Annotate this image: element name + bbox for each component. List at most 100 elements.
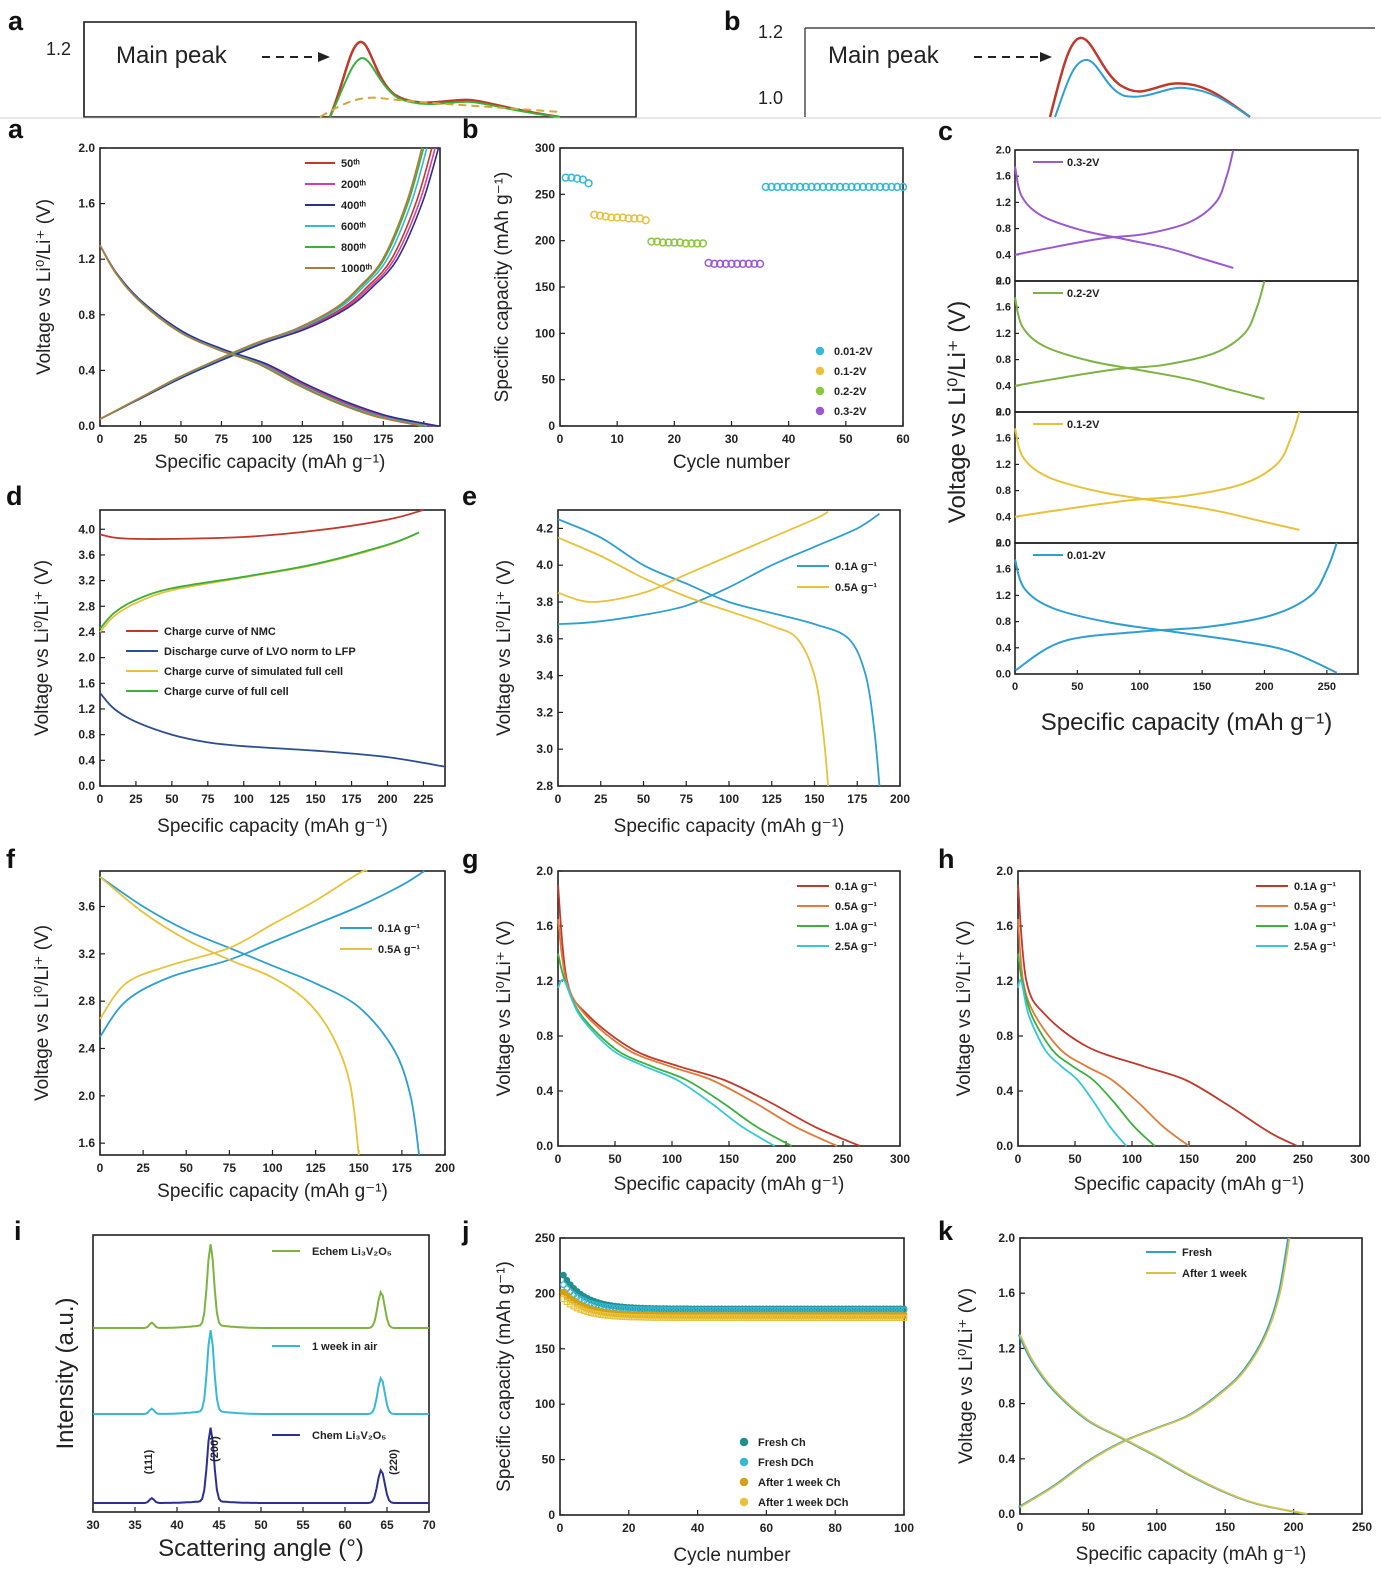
x-tick-label-a: 150	[333, 432, 353, 446]
y-tick-label-c: 2.0	[996, 145, 1011, 157]
top-strip-frame-a	[83, 21, 637, 118]
x-tick-label-j: 0	[557, 1521, 564, 1535]
data-point-0.01-2V	[893, 182, 902, 192]
data-point-After 1 week DCh	[663, 1314, 670, 1321]
legend-label: Echem Li₃V₂O₅	[312, 1246, 392, 1258]
legend-label: 50ᵗʰ	[341, 158, 360, 170]
y-tick-label-d: 3.6	[78, 548, 95, 562]
data-point-0.01-2V	[567, 173, 576, 182]
legend-marker-3	[815, 406, 825, 416]
data-point-After 1 week DCh	[732, 1314, 739, 1321]
y-axis-label-a: Voltage vs Li⁰/Li⁺ (V)	[34, 199, 55, 375]
top-strip-tick-b-mid: 1.0	[758, 88, 783, 108]
x-tick-label-i: 40	[170, 1518, 184, 1532]
data-point-After 1 week DCh	[866, 1314, 873, 1321]
y-tick-label-e: 3.0	[536, 742, 553, 756]
data-point-0.1-2V	[590, 210, 599, 219]
discharge-curve-After 1 week	[1019, 1334, 1308, 1515]
y-tick-label-c: 0.0	[996, 669, 1011, 681]
discharge-curve-0.5A g⁻¹	[1017, 919, 1190, 1147]
y-axis-label-e: Voltage vs Li⁰/Li⁺ (V)	[494, 560, 515, 736]
x-tick-label-i: 70	[422, 1518, 436, 1532]
x-tick-label-d: 50	[165, 792, 179, 806]
x-tick-label-f: 100	[262, 1161, 282, 1175]
data-point-After 1 week DCh	[745, 1314, 753, 1321]
data-point-After 1 week DCh	[880, 1314, 887, 1321]
x-tick-label-a: 100	[252, 432, 272, 446]
y-tick-label-e: 2.8	[536, 779, 553, 793]
plot-frame-d	[99, 509, 446, 787]
data-point-0.01-2V	[784, 182, 793, 192]
x-tick-label-d: 125	[270, 792, 290, 806]
x-tick-label-g: 150	[719, 1152, 739, 1166]
x-tick-label-j: 20	[622, 1521, 636, 1535]
panel-h: 0 50 100 150 200 250 300 0.0 0.4 0.8 1.2 1.6 2.0 Spec…	[938, 844, 1370, 1195]
data-point-After 1 week DCh	[573, 1304, 581, 1312]
data-point-0.1-2V	[618, 213, 628, 222]
x-tick-label-c: 50	[1071, 681, 1083, 693]
data-point-After 1 week DCh	[766, 1314, 774, 1321]
y-tick-label-j: 0	[548, 1508, 555, 1522]
panel-tag-k: k	[938, 1216, 954, 1246]
pattern-Echem Li₃V₂O₅	[93, 1244, 429, 1329]
discharge-curve-0.5A g⁻¹	[99, 876, 360, 1156]
y-tick-label-h: 1.6	[996, 919, 1013, 933]
legend-label: 0.1A g⁻¹	[835, 561, 877, 573]
x-tick-label-d: 225	[413, 792, 433, 806]
x-tick-label-f: 150	[349, 1161, 369, 1175]
data-point-After 1 week DCh	[611, 1313, 619, 1320]
x-tick-label-i: 65	[380, 1518, 394, 1532]
x-tick-label-c: 100	[1131, 681, 1149, 693]
legend-label: Fresh DCh	[758, 1457, 814, 1469]
discharge-curve-0.3-2V	[1014, 166, 1234, 269]
panel-b: 0 10 20 30 40 50 60 0 50 100 150 200 250 300 Cycle num…	[462, 114, 910, 473]
data-point-After 1 week DCh	[859, 1314, 866, 1321]
y-tick-label-e: 3.8	[536, 595, 553, 609]
data-point-After 1 week DCh	[742, 1314, 749, 1321]
y-tick-label-h: 0.4	[996, 1084, 1013, 1098]
y-tick-label-e: 3.4	[536, 669, 553, 683]
y-axis-label-b: Specific capacity (mAh g⁻¹)	[492, 172, 513, 403]
y-tick-label-c: 0.8	[996, 616, 1011, 628]
charge-curve-50ᵗʰ	[99, 147, 433, 420]
y-tick-label-c: 0.8	[996, 354, 1011, 366]
data-point-After 1 week Ch	[560, 1288, 567, 1296]
y-tick-label-a: 2.0	[78, 141, 95, 155]
data-point-After 1 week DCh	[825, 1314, 832, 1321]
x-tick-label-e: 125	[762, 792, 782, 806]
data-point-After 1 week DCh	[584, 1308, 591, 1316]
y-tick-label-g: 0.0	[536, 1139, 553, 1153]
data-point-0.01-2V	[870, 182, 879, 192]
legend-label: Charge curve of full cell	[164, 686, 289, 698]
legend-label: Fresh	[1182, 1247, 1212, 1259]
charge-curve-0.1A g⁻¹	[99, 870, 425, 1038]
legend-label: 0.5A g⁻¹	[1294, 901, 1336, 913]
peak-label-(200): (200)	[209, 1436, 221, 1462]
y-tick-label-d: 0.8	[78, 728, 95, 742]
y-tick-label-d: 0.4	[78, 753, 95, 767]
legend-marker-2	[815, 386, 825, 396]
x-tick-label-d: 100	[234, 792, 254, 806]
data-point-0.01-2V	[790, 182, 799, 192]
data-point-0.3-2V	[704, 258, 713, 268]
discharge-curve-2.5A g⁻¹	[557, 979, 776, 1147]
data-point-Fresh DCh	[584, 1298, 591, 1306]
y-tick-label-f: 2.4	[78, 1042, 95, 1056]
y-tick-label-g: 2.0	[536, 864, 553, 878]
legend-label: 1.0A g⁻¹	[1294, 921, 1336, 933]
x-tick-label-i: 30	[86, 1518, 100, 1532]
legend-label: Charge curve of NMC	[164, 626, 276, 638]
y-tick-label-k: 1.2	[998, 1341, 1015, 1355]
data-point-0.2-2V	[653, 237, 662, 246]
legend-label: After 1 week DCh	[758, 1497, 849, 1509]
data-point-After 1 week DCh	[770, 1314, 777, 1321]
legend-label: 0.01-2V	[1067, 550, 1106, 562]
x-axis-label-d: Specific capacity (mAh g⁻¹)	[157, 816, 388, 837]
legend-label: 200ᵗʰ	[341, 179, 366, 191]
data-point-After 1 week DCh	[670, 1314, 677, 1321]
x-axis-label-b: Cycle number	[673, 452, 791, 473]
x-tick-label-f: 0	[97, 1161, 104, 1175]
data-point-After 1 week DCh	[718, 1314, 725, 1321]
top-strip-arrowhead-b	[1040, 52, 1052, 62]
